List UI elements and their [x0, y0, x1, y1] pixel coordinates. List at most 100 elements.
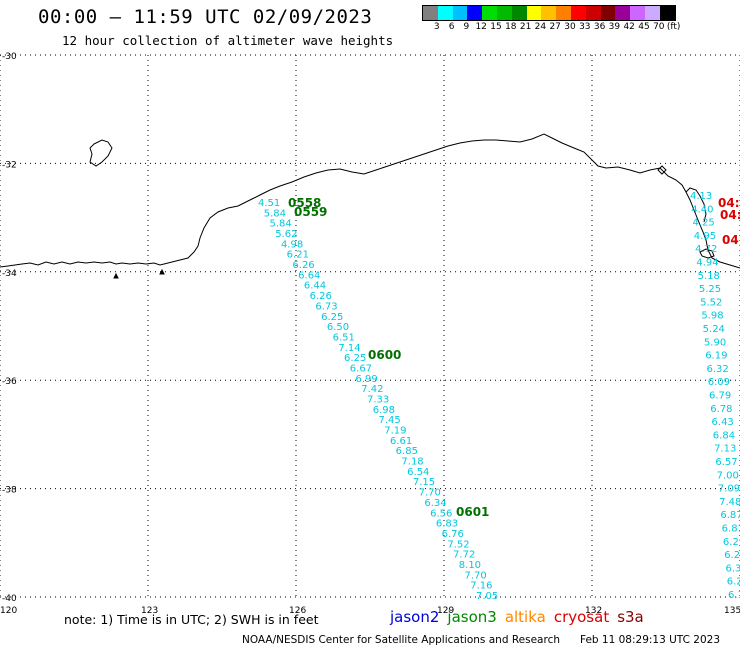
scale-label: 70 [653, 22, 665, 32]
lat-label: -32 [2, 160, 17, 170]
lon-label: 135 [724, 606, 740, 616]
swh-value: 6.79 [709, 391, 731, 402]
swh-value: 7.72 [453, 550, 475, 561]
scale-swatch [526, 6, 542, 20]
swh-value: 7.70 [419, 488, 441, 499]
swh-value: 4.13 [690, 191, 712, 202]
swh-value: 4.51 [258, 198, 280, 209]
swh-value: 6.67 [350, 363, 372, 374]
swh-value: 4.72 [695, 244, 717, 255]
swh-value: 6.09 [708, 377, 730, 388]
swh-value: 6.57 [715, 457, 737, 468]
swh-value: 6.73 [315, 301, 337, 312]
scale-swatch [644, 6, 660, 20]
swh-value: 6.99 [356, 374, 378, 385]
lat-label: -30 [2, 52, 17, 62]
scale-swatch [511, 6, 527, 20]
swh-value: 5.52 [700, 297, 722, 308]
kangaroo-island [699, 248, 715, 259]
swh-value: 6.98 [373, 405, 395, 416]
swh-value: 6.26 [292, 260, 314, 271]
swh-value: 6.32 [706, 364, 728, 375]
swh-value: 5.84 [269, 219, 291, 230]
color-scale-labels: 3 6 9 12 15 18 21 24 27 30 33 36 39 42 45 70 (ft) [422, 21, 680, 33]
satellite-jason2: jason2 [390, 608, 440, 626]
satellite-s3a: s3a [617, 608, 644, 626]
satellite-altika: altika [504, 608, 546, 626]
lon-label: 120 [0, 606, 17, 616]
scale-swatch [423, 6, 438, 20]
swh-value: 6.37 [725, 563, 740, 574]
swh-value: 6.25 [321, 312, 343, 323]
scale-label: 45 [638, 22, 650, 32]
credit-text: NOAA/NESDIS Center for Satellite Applica… [242, 634, 560, 646]
swh-value: 5.90 [704, 337, 726, 348]
swh-value: 4.95 [694, 231, 716, 242]
scale-label: 42 [623, 22, 635, 32]
swh-value: 7.05 [476, 591, 498, 602]
page-subtitle: 12 hour collection of altimeter wave hei… [62, 33, 394, 48]
scale-swatch [585, 6, 601, 20]
swh-value: 6.15 [728, 590, 740, 601]
scale-label: 15 [490, 22, 502, 32]
swh-value: 6.81 [722, 524, 740, 535]
swh-value: 7.18 [401, 457, 423, 468]
swh-value: 6.26 [310, 291, 332, 302]
scale-label: 33 [579, 22, 591, 32]
lon-label: 123 [141, 606, 158, 616]
main-track-swh-labels: 4.515.845.845.624.986.216.266.646.446.26… [258, 198, 498, 602]
scale-label: 24 [534, 22, 547, 32]
swh-value: 7.70 [465, 570, 487, 581]
swh-value: 5.98 [701, 311, 723, 322]
swh-value: 6.84 [713, 430, 735, 441]
timestamp-text: Feb 11 08:29:13 UTC 2023 [580, 634, 720, 646]
scale-label: 27 [549, 22, 561, 32]
swh-value: 6.54 [407, 467, 429, 478]
time-label: 0559 [294, 205, 327, 219]
scale-label: 18 [505, 22, 517, 32]
swh-value: 6.28 [727, 577, 740, 588]
swh-value: 4.40 [691, 204, 713, 215]
lat-label: -36 [2, 377, 17, 387]
swh-value: 6.19 [705, 351, 727, 362]
swh-value: 7.45 [378, 415, 400, 426]
swh-value: 6.21 [724, 550, 740, 561]
small-island-3 [657, 165, 667, 175]
color-scale-boxes [422, 5, 676, 21]
swh-value: 5.24 [703, 324, 725, 335]
scale-swatch [600, 6, 616, 20]
lon-label: 129 [437, 606, 454, 616]
right-edge-track-swh-labels: 4.13 4.40 4.25 4.95 4.72 4.94 5.18 5.25 5.52 5.98… [690, 191, 740, 601]
map-axis-labels: -30 -32 -34 -36 -38 -40 120 123 126 129 132 135 [0, 52, 740, 616]
swh-value: 5.25 [699, 284, 721, 295]
small-island-1 [113, 272, 119, 279]
swh-value: 6.43 [712, 417, 734, 428]
wave-height-color-scale: 3 6 9 12 15 18 21 24 27 30 33 36 39 42 45 70 (ft) [422, 5, 680, 33]
swh-value: 7.42 [361, 384, 383, 395]
swh-value: 7.14 [338, 343, 360, 354]
cryosat-label: 04:3 [718, 196, 740, 210]
scale-label: 39 [608, 22, 621, 32]
satellite-legend: jason2 jason3 altika cryosat s3a [390, 608, 652, 626]
swh-value: 6.51 [333, 332, 355, 343]
swh-value: 7.52 [447, 539, 469, 550]
scale-label: 21 [519, 22, 532, 32]
scale-label: 30 [564, 22, 576, 32]
scale-swatch [630, 6, 645, 20]
swh-value: 6.56 [430, 508, 452, 519]
scale-swatch [556, 6, 571, 20]
scale-swatch [467, 6, 483, 20]
scale-label: 3 [433, 22, 440, 32]
scale-swatch [570, 6, 586, 20]
lon-label: 126 [289, 606, 306, 616]
swh-value: 7.13 [714, 444, 736, 455]
swh-value: 6.87 [720, 510, 740, 521]
satellite-cryosat: cryosat [553, 608, 610, 626]
swh-value: 6.21 [287, 250, 309, 261]
swh-value: 6.34 [424, 498, 446, 509]
units-note: note: 1) Time is in UTC; 2) SWH is in fe… [64, 612, 319, 627]
scale-swatch [541, 6, 557, 20]
lat-label: -38 [2, 486, 17, 496]
swh-value: 6.44 [304, 281, 326, 292]
